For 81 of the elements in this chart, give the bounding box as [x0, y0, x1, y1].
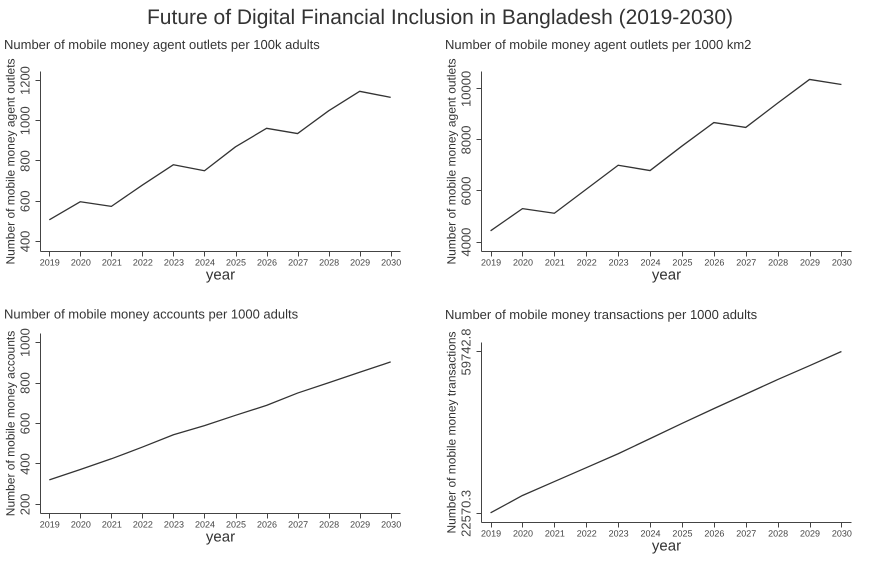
y-tick-label: 1000: [18, 328, 32, 358]
x-tick-label: 2027: [288, 520, 308, 530]
y-axis-title: Number of mobile money transactions: [444, 331, 458, 534]
x-tick-label: 2020: [70, 520, 91, 530]
x-tick-label: 2024: [194, 258, 215, 268]
x-tick-label: 2025: [226, 258, 246, 268]
y-axis-title: Number of mobile money accounts: [4, 330, 18, 516]
x-tick-label: 2025: [672, 528, 692, 538]
x-tick-label: 2029: [800, 258, 820, 268]
line-series: [490, 78, 842, 232]
x-tick-label: 2028: [319, 258, 340, 268]
x-tick-label: 2028: [319, 520, 340, 530]
x-tick-label: 2028: [768, 528, 788, 538]
x-tick-label: 2024: [640, 528, 661, 538]
x-tick-label: 2019: [481, 528, 502, 538]
y-tick-label: 6000: [458, 176, 474, 206]
x-tick-label: 2030: [381, 258, 402, 268]
x-tick-label: 2022: [576, 528, 597, 538]
x-tick-label: 2029: [800, 528, 820, 538]
x-tick-label: 2019: [481, 258, 502, 268]
x-tick-label: 2024: [194, 520, 215, 530]
y-axis-title: Number of mobile money agent outlets: [4, 58, 18, 265]
x-tick-label: 2019: [40, 520, 60, 530]
y-tick-label: 1200: [18, 66, 32, 96]
x-tick-label: 2021: [544, 258, 565, 268]
line-series: [48, 90, 392, 220]
x-tick-label: 2023: [164, 258, 184, 268]
x-tick-label: 2019: [40, 258, 60, 268]
x-tick-label: 2022: [132, 520, 153, 530]
x-tick-label: 2026: [704, 528, 724, 538]
y-tick-label: 600: [18, 412, 32, 434]
y-tick-label: 600: [18, 190, 32, 212]
x-tick-label: 2020: [512, 528, 533, 538]
x-tick-label: 2021: [544, 528, 565, 538]
x-tick-label: 2029: [350, 520, 370, 530]
x-tick-label: 2026: [704, 258, 724, 268]
y-tick-label: 22570.3: [458, 490, 474, 537]
x-tick-label: 2030: [832, 528, 852, 538]
x-tick-label: 2022: [576, 258, 597, 268]
y-tick-label: 10000: [458, 70, 474, 107]
y-tick-label: 4000: [458, 228, 474, 257]
y-tick-label: 400: [18, 453, 32, 475]
x-axis-title: year: [206, 528, 236, 546]
x-tick-label: 2023: [164, 520, 184, 530]
x-tick-label: 2021: [102, 258, 122, 268]
chart-title: Number of mobile money accounts per 1000 adults: [4, 306, 299, 322]
chart-title: Number of mobile money agent outlets per 100k adults: [4, 36, 320, 52]
x-axis-title: year: [652, 538, 682, 554]
x-tick-label: 2027: [736, 528, 756, 538]
x-axis-title: year: [206, 266, 236, 284]
x-tick-label: 2026: [257, 258, 278, 268]
x-tick-label: 2028: [768, 258, 788, 268]
x-tick-label: 2020: [70, 258, 91, 268]
chart-title: Number of mobile money agent outlets per 1000 km2: [445, 36, 752, 52]
x-tick-label: 2022: [132, 258, 153, 268]
x-tick-label: 2024: [640, 258, 661, 268]
x-tick-label: 2027: [736, 258, 756, 268]
x-tick-label: 2030: [381, 520, 402, 530]
x-tick-label: 2027: [288, 258, 308, 268]
line-series: [48, 361, 392, 480]
x-tick-label: 2023: [608, 528, 629, 538]
text: Future of Digital Financial Inclusion in Bangladesh (2019-2030): [146, 5, 734, 31]
x-tick-label: 2023: [608, 258, 629, 268]
x-tick-label: 2029: [350, 258, 370, 268]
y-tick-label: 200: [18, 494, 32, 516]
x-tick-label: 2025: [226, 520, 246, 530]
line-series: [490, 350, 842, 514]
x-tick-label: 2026: [257, 520, 278, 530]
y-tick-label: 8000: [458, 125, 474, 154]
x-tick-label: 2021: [102, 520, 122, 530]
y-tick-label: 800: [18, 372, 32, 394]
chart-title: Number of mobile money transactions per 1000 adults: [445, 307, 758, 322]
y-tick-label: 59742.8: [458, 328, 474, 376]
x-axis-title: year: [652, 266, 682, 284]
x-tick-label: 2025: [672, 258, 692, 268]
y-tick-label: 400: [18, 230, 32, 252]
y-tick-label: 1000: [18, 106, 32, 136]
y-tick-label: 800: [18, 150, 32, 172]
x-tick-label: 2030: [832, 258, 852, 268]
y-axis-title: Number of mobile money agent outlets: [444, 58, 458, 265]
x-tick-label: 2020: [512, 258, 533, 268]
